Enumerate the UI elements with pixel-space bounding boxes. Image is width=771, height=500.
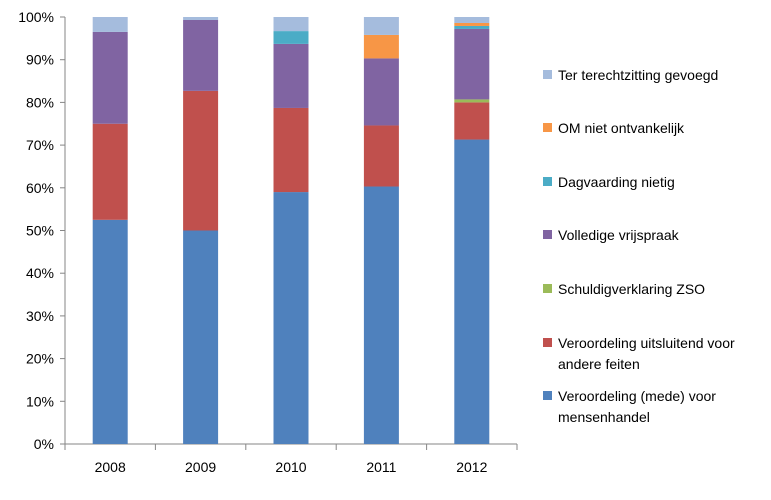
legend-swatch — [543, 338, 552, 347]
legend-label: Volledige vrijspraak — [558, 227, 680, 243]
legend-swatch — [543, 284, 552, 293]
legend-label: OM niet ontvankelijk — [558, 120, 685, 136]
bar-segment — [92, 31, 128, 124]
bar-segment — [454, 25, 490, 29]
bar-segment — [454, 102, 490, 140]
y-tick-label: 70% — [26, 137, 54, 153]
y-tick-label: 50% — [26, 223, 54, 239]
legend-item: OM niet ontvankelijk — [543, 120, 685, 136]
legend-item: Dagvaarding nietig — [543, 174, 675, 190]
bar-segment — [92, 17, 128, 32]
bar-segment — [92, 123, 128, 220]
bar-segment — [183, 19, 219, 91]
bars — [92, 17, 490, 445]
y-tick-label: 30% — [26, 308, 54, 324]
bar-segment — [363, 17, 399, 35]
bar-segment — [183, 90, 219, 231]
legend-label: Veroordeling (mede) voor — [558, 388, 716, 404]
bar-segment — [454, 28, 490, 100]
legend-label: Schuldigverklaring ZSO — [558, 281, 705, 297]
y-tick-label: 90% — [26, 52, 54, 68]
y-tick-label: 80% — [26, 94, 54, 110]
bar-segment — [454, 139, 490, 444]
x-axis: 2008 2009 2010 2011 2012 — [64, 443, 518, 475]
y-tick-label: 40% — [26, 265, 54, 281]
bar-segment — [454, 17, 490, 23]
x-tick-label: 2011 — [366, 459, 396, 475]
bar-segment — [454, 99, 490, 103]
bar-segment — [363, 186, 399, 445]
legend-item: Veroordeling (mede) voor mensenhandel — [543, 388, 716, 425]
y-tick-label: 100% — [18, 9, 54, 25]
legend-item: Ter terechtzitting gevoegd — [543, 67, 718, 83]
legend-swatch — [543, 123, 552, 132]
x-tick-label: 2012 — [456, 459, 487, 475]
legend-label: Veroordeling uitsluitend voor — [558, 335, 735, 351]
legend-swatch — [543, 391, 552, 400]
legend: Ter terechtzitting gevoegd OM niet ontvan… — [543, 67, 735, 425]
y-tick-label: 10% — [26, 393, 54, 409]
bar-segment — [363, 58, 399, 126]
bar-segment — [273, 31, 309, 44]
legend-label: Dagvaarding nietig — [558, 174, 675, 190]
x-tick-label: 2008 — [95, 459, 126, 475]
bar-segment — [363, 34, 399, 59]
legend-label: Ter terechtzitting gevoegd — [558, 67, 718, 83]
bar-segment — [273, 43, 309, 108]
legend-swatch — [543, 230, 552, 239]
x-tick-label: 2010 — [275, 459, 306, 475]
y-axis: 0% 10% 20% 30% 40% 50% 60% 70% 80% 90% 100% — [18, 9, 66, 452]
bar-segment — [92, 219, 128, 444]
legend-label: mensenhandel — [558, 409, 650, 425]
legend-swatch — [543, 177, 552, 186]
bar-segment — [273, 17, 309, 32]
bar-segment — [183, 230, 219, 444]
legend-label: andere feiten — [558, 356, 640, 372]
y-tick-label: 20% — [26, 351, 54, 367]
x-tick-label: 2009 — [185, 459, 216, 475]
bar-segment — [183, 17, 219, 20]
bar-segment — [273, 107, 309, 193]
legend-item: Volledige vrijspraak — [543, 227, 680, 243]
bar-segment — [454, 22, 490, 26]
legend-item: Veroordeling uitsluitend voor andere feit… — [543, 335, 735, 372]
y-tick-label: 60% — [26, 180, 54, 196]
bar-segment — [363, 125, 399, 187]
legend-item: Schuldigverklaring ZSO — [543, 281, 705, 297]
y-tick-label: 0% — [34, 436, 54, 452]
legend-swatch — [543, 70, 552, 79]
bar-segment — [273, 192, 309, 444]
